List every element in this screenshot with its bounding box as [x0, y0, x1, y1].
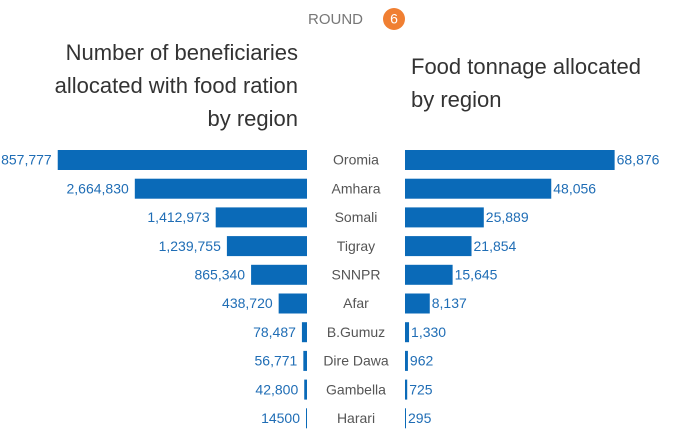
bar [304, 379, 307, 400]
bar [405, 408, 406, 429]
bar [405, 293, 430, 314]
bar [405, 322, 410, 343]
value-label: 3,857,777 [0, 152, 52, 168]
category-label: B.Gumuz [327, 324, 385, 340]
value-label: 15,645 [455, 267, 498, 283]
bar [405, 236, 472, 257]
category-label: Dire Dawa [323, 353, 389, 369]
value-label: 865,340 [194, 267, 245, 283]
bar [278, 293, 307, 314]
value-label: 1,330 [411, 324, 446, 340]
value-label: 438,720 [222, 295, 273, 311]
bar [301, 322, 307, 343]
value-label: 14500 [261, 410, 300, 426]
category-label: SNNPR [331, 267, 380, 283]
bar [405, 207, 484, 228]
bar [226, 236, 307, 257]
value-label: 68,876 [617, 152, 660, 168]
bar [405, 150, 615, 170]
category-label: Oromia [333, 152, 379, 168]
round-number: 6 [390, 11, 398, 27]
category-label: Somali [335, 209, 378, 225]
bar [215, 207, 307, 228]
value-label: 962 [410, 353, 434, 369]
bar [405, 264, 453, 285]
value-label: 21,854 [474, 238, 517, 254]
round-label: ROUND [308, 11, 363, 28]
category-label: Harari [337, 410, 375, 426]
category-label: Tigray [337, 238, 375, 254]
bar [57, 150, 307, 170]
value-label: 8,137 [432, 295, 467, 311]
bar [303, 350, 307, 371]
category-label: Afar [343, 295, 369, 311]
value-label: 56,771 [255, 353, 298, 369]
value-label: 725 [409, 381, 433, 397]
value-label: 1,412,973 [147, 209, 209, 225]
bar [405, 178, 552, 199]
value-label: 1,239,755 [159, 238, 221, 254]
bar [405, 379, 408, 400]
value-label: 42,800 [255, 381, 298, 397]
value-label: 25,889 [486, 209, 529, 225]
round-badge [383, 8, 405, 30]
value-label: 48,056 [553, 180, 596, 196]
left-title: Number of beneficiaries allocated with f… [54, 40, 298, 131]
bar [405, 350, 408, 371]
value-label: 78,487 [253, 324, 296, 340]
bar [306, 408, 307, 429]
category-label: Gambella [326, 381, 386, 397]
right-title: Food tonnage allocated by region [411, 54, 641, 112]
bar [251, 264, 307, 285]
category-label: Amhara [331, 180, 380, 196]
value-label: 2,664,830 [67, 180, 129, 196]
bar [134, 178, 307, 199]
value-label: 295 [408, 410, 432, 426]
